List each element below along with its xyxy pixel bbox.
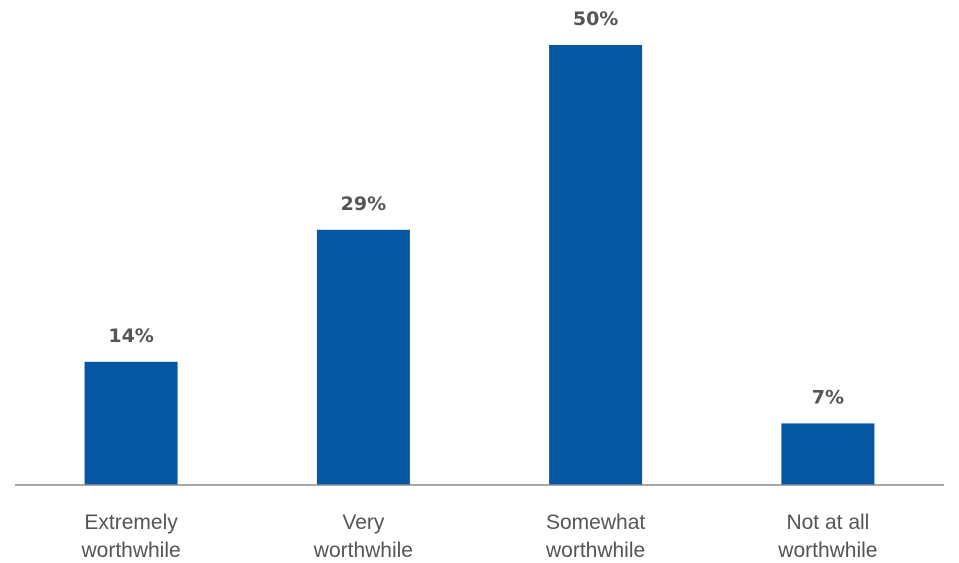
value-label-somewhat-worthwhile: 50% [573,8,618,30]
category-labels-group: Extremely worthwhile Very worthwhile Somewha… [80,511,877,562]
bars-group [84,45,875,485]
value-label-not-at-all-worthwhile: 7% [812,386,844,408]
value-label-extremely-worthwhile: 14% [108,325,153,347]
value-label-very-worthwhile: 29% [341,193,386,215]
value-labels-group: 14% 29% 50% 7% [108,8,844,408]
bar-very-worthwhile [316,229,410,485]
bar-somewhat-worthwhile [549,45,643,485]
category-label-very-worthwhile: Very worthwhile [313,511,413,562]
category-label-not-at-all-worthwhile: Not at all worthwhile [777,511,877,562]
bar-extremely-worthwhile [84,361,178,485]
bar-not-at-all-worthwhile [781,423,875,485]
category-label-somewhat-worthwhile: Somewhat worthwhile [545,511,645,562]
category-label-extremely-worthwhile: Extremely worthwhile [80,511,180,562]
